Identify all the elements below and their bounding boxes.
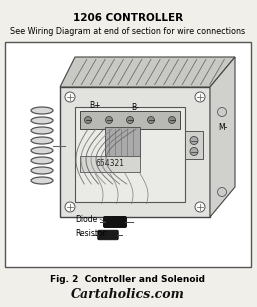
Ellipse shape bbox=[31, 177, 53, 184]
Circle shape bbox=[195, 202, 205, 212]
FancyBboxPatch shape bbox=[185, 130, 203, 158]
Ellipse shape bbox=[31, 167, 53, 174]
Circle shape bbox=[169, 116, 176, 123]
FancyBboxPatch shape bbox=[105, 127, 140, 157]
Circle shape bbox=[217, 188, 226, 196]
Text: Cartaholics.com: Cartaholics.com bbox=[71, 289, 185, 301]
Ellipse shape bbox=[31, 127, 53, 134]
FancyBboxPatch shape bbox=[98, 230, 118, 240]
Circle shape bbox=[148, 116, 154, 123]
Circle shape bbox=[217, 107, 226, 116]
Circle shape bbox=[85, 116, 91, 123]
Circle shape bbox=[190, 147, 198, 156]
Circle shape bbox=[126, 116, 133, 123]
Text: Diode: Diode bbox=[75, 215, 97, 223]
Ellipse shape bbox=[31, 137, 53, 144]
Ellipse shape bbox=[31, 147, 53, 154]
Polygon shape bbox=[60, 57, 235, 87]
Text: Fig. 2  Controller and Solenoid: Fig. 2 Controller and Solenoid bbox=[50, 274, 206, 283]
Polygon shape bbox=[210, 57, 235, 217]
Text: M-: M- bbox=[218, 122, 227, 131]
FancyBboxPatch shape bbox=[5, 42, 251, 267]
FancyBboxPatch shape bbox=[75, 107, 185, 202]
Circle shape bbox=[65, 202, 75, 212]
FancyBboxPatch shape bbox=[80, 111, 180, 129]
Ellipse shape bbox=[31, 117, 53, 124]
Ellipse shape bbox=[31, 157, 53, 164]
Circle shape bbox=[65, 92, 75, 102]
FancyBboxPatch shape bbox=[60, 87, 210, 217]
Circle shape bbox=[106, 116, 113, 123]
Circle shape bbox=[190, 137, 198, 145]
Ellipse shape bbox=[31, 107, 53, 114]
FancyBboxPatch shape bbox=[80, 156, 140, 172]
Text: 1206 CONTROLLER: 1206 CONTROLLER bbox=[73, 13, 183, 23]
FancyBboxPatch shape bbox=[104, 216, 126, 227]
Text: See Wiring Diagram at end of section for wire connections: See Wiring Diagram at end of section for… bbox=[11, 26, 245, 36]
Text: Resistor: Resistor bbox=[75, 228, 106, 238]
Circle shape bbox=[195, 92, 205, 102]
Text: B-: B- bbox=[131, 103, 139, 111]
Text: 654321: 654321 bbox=[96, 160, 124, 169]
Text: B+: B+ bbox=[89, 100, 101, 110]
